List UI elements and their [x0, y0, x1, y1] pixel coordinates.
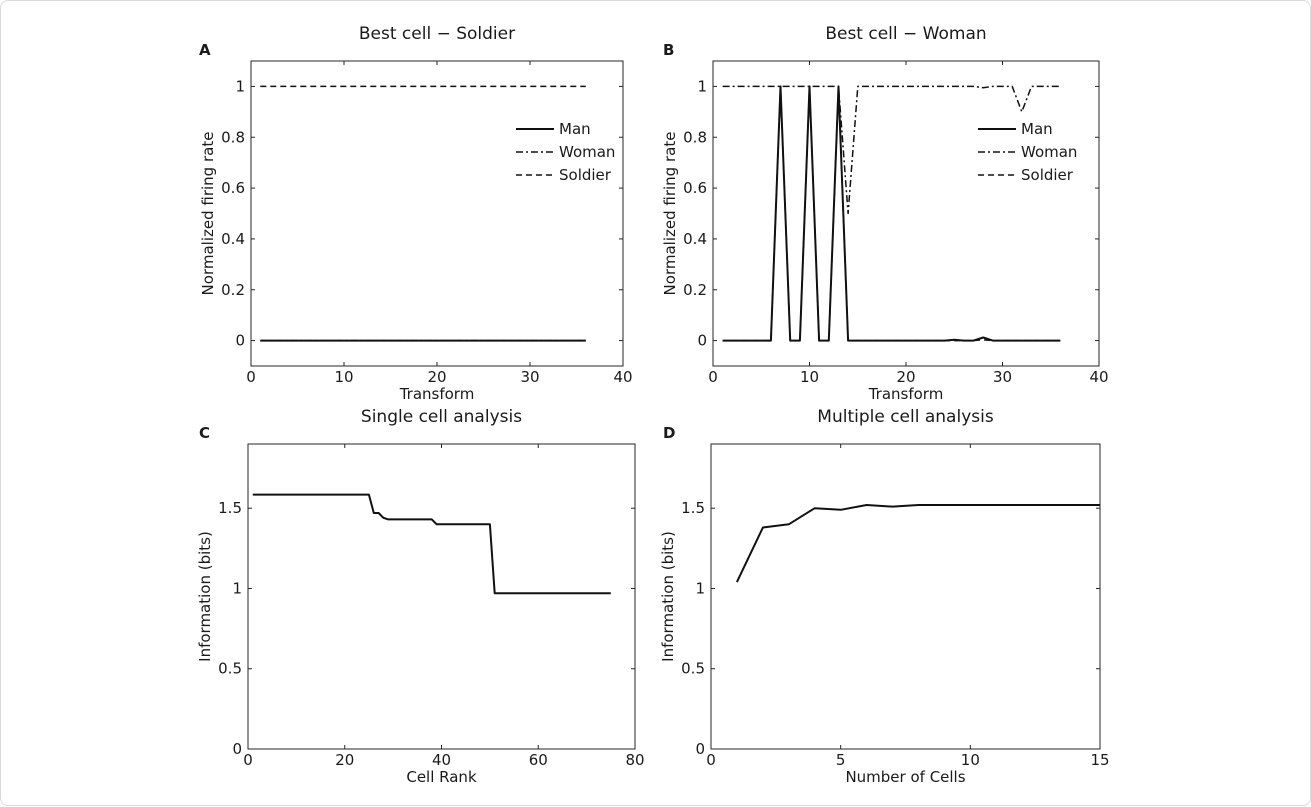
y-tick-label: 0.5 [681, 660, 705, 678]
chart-title: Multiple cell analysis [817, 407, 994, 427]
x-tick-label: 30 [993, 368, 1012, 386]
x-tick-label: 60 [529, 751, 548, 769]
y-tick-label: 0.6 [683, 179, 707, 197]
x-tick-label: 10 [961, 751, 980, 769]
chart-title: Best cell − Soldier [359, 24, 515, 44]
x-tick-label: 10 [800, 368, 819, 386]
panel-letter: D [663, 424, 675, 442]
chart-title: Best cell − Woman [825, 24, 986, 44]
y-tick-label: 0.6 [221, 179, 245, 197]
y-axis-label: Normalized firing rate [199, 132, 217, 296]
legend-label: Woman [559, 143, 615, 161]
x-tick-label: 0 [708, 368, 718, 386]
panel-d: 0 5 10 15 0 0.5 1 1.5 Multiple cell analysis D Num… [659, 407, 1110, 786]
legend-label: Soldier [1021, 166, 1074, 184]
y-tick-label: 0.5 [218, 660, 242, 678]
legend-label: Man [559, 120, 591, 138]
y-tick-label: 1.5 [218, 499, 242, 517]
y-tick-label: 1 [235, 77, 245, 95]
y-tick-label: 1 [232, 579, 242, 597]
x-tick-label: 20 [427, 368, 446, 386]
x-axis-label: Transform [399, 385, 475, 403]
panel-c: 0 20 40 60 80 0 0.5 1 1.5 Single cell analysis C Ce… [196, 407, 645, 786]
panel-letter: A [199, 41, 211, 59]
x-tick-label: 5 [836, 751, 846, 769]
x-tick-label: 15 [1090, 751, 1109, 769]
legend-label: Man [1021, 120, 1053, 138]
panel-letter: C [199, 424, 210, 442]
x-tick-label: 30 [520, 368, 539, 386]
axes-frame [247, 443, 636, 750]
series-line-main [735, 504, 1100, 583]
series-line-soldier [722, 85, 1061, 342]
y-tick-label: 0 [695, 740, 705, 758]
axes-frame [710, 443, 1101, 750]
x-tick-label: 40 [432, 751, 451, 769]
y-tick-label: 0.4 [221, 230, 245, 248]
panel-b: 0 10 20 30 40 0 0.2 0.4 0.6 0.8 1 Best cell − Woman… [661, 24, 1109, 403]
legend-label: Woman [1021, 143, 1077, 161]
x-tick-label: 80 [625, 751, 644, 769]
y-tick-label: 0.2 [683, 281, 707, 299]
y-tick-label: 0 [232, 740, 242, 758]
y-tick-label: 1 [697, 77, 707, 95]
panel-a: 0 10 20 30 40 0 0.2 0.4 0.6 0.8 1 Best cell − Soldi… [199, 24, 633, 403]
y-tick-label: 0.8 [221, 128, 245, 146]
y-tick-label: 1 [695, 579, 705, 597]
legend-label: Soldier [559, 166, 612, 184]
panel-letter: B [663, 41, 674, 59]
y-tick-label: 1.5 [681, 499, 705, 517]
chart-title: Single cell analysis [361, 407, 522, 427]
y-tick-label: 0 [235, 332, 245, 350]
x-tick-label: 20 [335, 751, 354, 769]
y-axis-label: Information (bits) [659, 531, 677, 662]
x-tick-label: 0 [706, 751, 716, 769]
x-tick-label: 0 [246, 368, 256, 386]
legend: Man Woman Soldier [516, 120, 615, 184]
x-tick-label: 40 [1089, 368, 1108, 386]
x-tick-label: 40 [613, 368, 632, 386]
series-line-main [252, 493, 611, 595]
y-tick-label: 0.4 [683, 230, 707, 248]
x-tick-label: 20 [896, 368, 915, 386]
x-axis-label: Cell Rank [406, 768, 477, 786]
axes-frame [250, 60, 624, 367]
x-tick-label: 0 [243, 751, 253, 769]
y-tick-label: 0.2 [221, 281, 245, 299]
series-line-woman [722, 85, 1061, 215]
x-axis-label: Number of Cells [845, 768, 965, 786]
y-axis-label: Normalized firing rate [661, 132, 679, 296]
y-tick-label: 0 [697, 332, 707, 350]
x-axis-label: Transform [868, 385, 944, 403]
y-tick-label: 0.8 [683, 128, 707, 146]
x-tick-label: 10 [334, 368, 353, 386]
series-line-man [722, 85, 1061, 342]
legend: Man Woman Soldier [978, 120, 1077, 184]
y-axis-label: Information (bits) [196, 531, 214, 662]
